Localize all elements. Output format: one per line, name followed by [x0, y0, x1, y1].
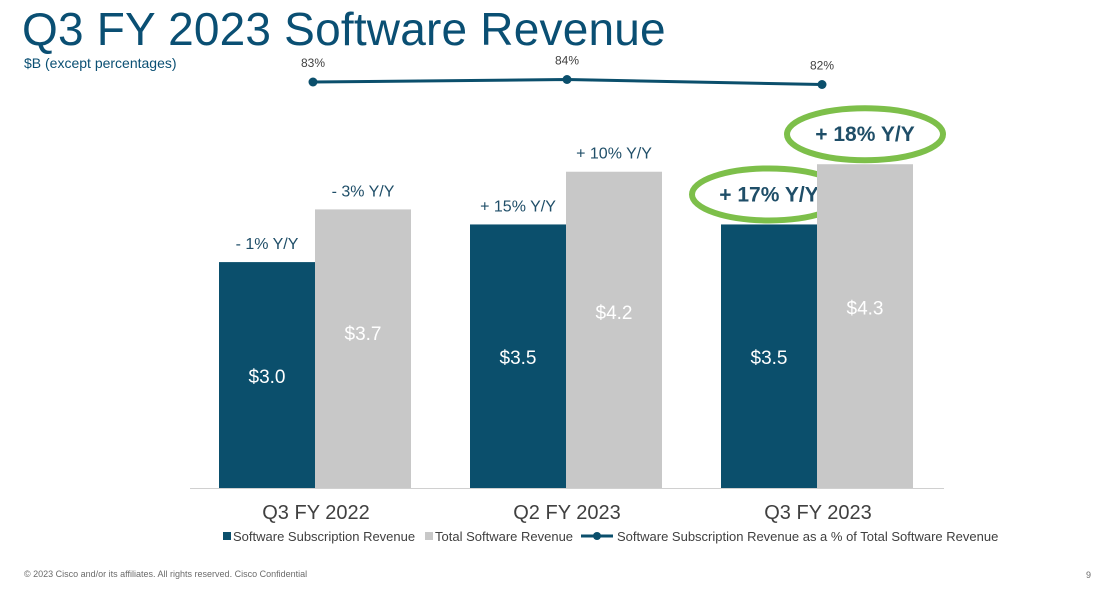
growth-label: + 15% Y/Y — [480, 198, 556, 215]
category-tick-label: Q3 FY 2023 — [764, 502, 871, 524]
page-title: Q3 FY 2023 Software Revenue — [22, 3, 666, 55]
category-tick-label: Q3 FY 2022 — [262, 502, 369, 524]
bar-value-label: $3.7 — [345, 324, 382, 345]
legend-subscription-label: Software Subscription Revenue — [233, 529, 415, 544]
bar-value-label: $4.2 — [596, 303, 633, 324]
bar-value-label: $3.5 — [500, 348, 537, 369]
growth-label: + 18% Y/Y — [815, 123, 914, 146]
legend-line-marker — [593, 532, 601, 540]
percentage-point — [308, 77, 318, 87]
total-bar-1 — [315, 209, 411, 488]
legend-line-label: Software Subscription Revenue as a % of … — [617, 529, 998, 544]
percentage-label: 82% — [810, 59, 834, 73]
bar-value-label: $4.3 — [847, 299, 884, 320]
subscription-bar-2 — [470, 224, 566, 488]
growth-label: + 17% Y/Y — [719, 183, 818, 206]
units-subtitle: $B (except percentages) — [24, 55, 177, 71]
growth-label: - 3% Y/Y — [332, 183, 395, 200]
legend-total-label: Total Software Revenue — [435, 529, 573, 544]
growth-label: - 1% Y/Y — [236, 236, 299, 253]
bar-value-label: $3.5 — [751, 348, 788, 369]
category-tick-label: Q2 FY 2023 — [513, 502, 620, 524]
subscription-bar-3 — [721, 224, 817, 488]
copyright-footer: © 2023 Cisco and/or its affiliates. All … — [24, 569, 308, 579]
legend-subscription-swatch — [223, 532, 231, 540]
total-bar-3 — [817, 164, 913, 488]
percentage-point — [562, 75, 572, 84]
highlight-circle — [784, 105, 946, 164]
total-bar-2 — [566, 171, 662, 489]
percentage-label: 83% — [301, 56, 325, 70]
subscription-bar-1 — [219, 262, 315, 488]
bar-value-label: $3.0 — [249, 367, 286, 388]
legend-total-swatch — [425, 532, 433, 540]
percentage-label: 84% — [555, 54, 579, 68]
page-number: 9 — [1085, 570, 1091, 580]
percentage-point — [817, 80, 827, 89]
growth-label: + 10% Y/Y — [576, 146, 652, 163]
